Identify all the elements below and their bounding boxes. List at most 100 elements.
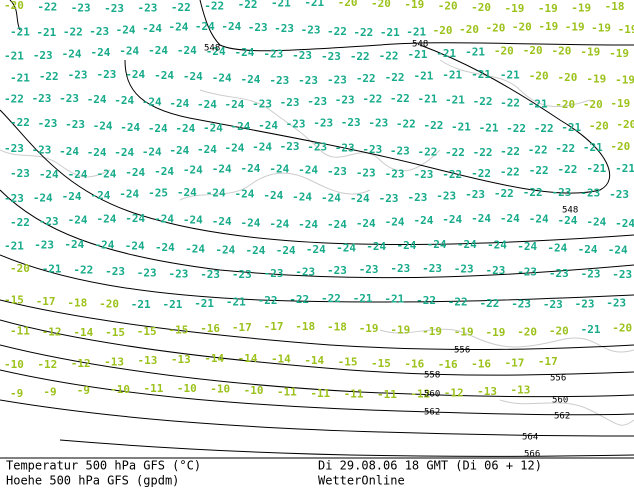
temperature-label: -23 [580,187,600,200]
temperature-label: -22 [350,50,370,63]
contour-label: 560 [552,396,568,406]
temperature-label: -24 [62,190,82,203]
temperature-label: -23 [581,268,601,281]
temperature-label: -23 [606,296,626,309]
temperature-label: -20 [555,98,575,111]
temperature-label: -22 [480,297,500,310]
temperature-label: -23 [301,24,321,37]
contour-label: 562 [424,408,440,418]
temperature-label: -24 [93,120,113,133]
temperature-label: -12 [37,358,57,371]
temperature-label: -24 [212,72,232,85]
temperature-label: -23 [137,266,157,279]
temperature-label: -22 [473,95,493,108]
temperature-label: -24 [64,238,84,251]
temperature-label: -22 [523,186,543,199]
temperature-label: -20 [438,0,458,13]
temperature-label: -23 [327,264,347,277]
temperature-label: -22 [506,122,526,135]
temperature-label: -23 [89,25,109,38]
temperature-label: -21 [380,26,400,39]
temperature-label: -17 [538,355,558,368]
temperature-label: -23 [274,22,294,35]
contour-label: 548 [204,44,220,54]
temperature-label: -24 [269,217,289,230]
temperature-label: -24 [142,96,162,109]
temperature-label: -24 [148,122,168,135]
temperature-label: -23 [292,49,312,62]
temperature-label: -22 [327,25,347,38]
temperature-label: -21 [4,239,24,252]
temperature-label: -24 [413,214,433,227]
temperature-label: -13 [477,385,497,398]
temperature-label: -23 [10,167,30,180]
temperature-label: -14 [73,326,93,339]
temperature-label: -17 [232,321,252,334]
temperature-label: -21 [442,68,462,81]
temperature-label: -22 [171,1,191,14]
temperature-label: -23 [575,298,595,311]
temperature-label: -24 [154,165,174,178]
temperature-label: -24 [235,46,255,59]
temperature-label: -23 [96,68,116,81]
temperature-label: -24 [96,212,116,225]
temperature-label: -24 [608,244,628,257]
temperature-label: -24 [116,23,136,36]
temperature-label: -22 [289,293,309,306]
contour-labels: 548 548 548 556 558 556 560 560 562 562 564 566 [204,40,578,460]
temperature-label: -16 [471,358,491,371]
temperature-label: -23 [454,263,474,276]
temperature-label: -14 [238,352,258,365]
temperature-label: -24 [221,20,241,33]
temperature-label: -23 [104,2,124,15]
temperature-label: -24 [350,192,370,205]
contour-label: 562 [554,412,570,422]
temperature-label: -23 [543,298,563,311]
temperature-label: -20 [583,98,603,111]
temperature-label: -24 [169,144,189,157]
temperature-label: -24 [396,239,416,252]
temperature-labels: -20 -22 -23 -23 -23 -22 -22 -22 -21 -21 -20 -20 -19-… [4,0,634,401]
temperature-label: -21 [36,26,56,39]
temperature-label: -24 [59,145,79,158]
temperature-label: -19 [404,0,424,11]
temperature-label: -22 [37,0,57,13]
temperature-label: -24 [487,239,507,252]
temperature-label: -22 [500,145,520,158]
temperature-label: -20 [10,262,30,275]
contour-label: 564 [522,433,538,443]
temperature-label: -24 [578,243,598,256]
temperature-label: -24 [212,215,232,228]
temperature-label: -23 [511,298,531,311]
map-area [0,0,634,458]
temperature-label: -19 [615,73,634,86]
temperature-label: -20 [486,21,506,34]
temperature-label: -23 [327,73,347,86]
temperature-label: -22 [63,26,83,39]
temperature-label: -24 [68,168,88,181]
temperature-label: -24 [558,214,578,227]
temperature-label: -24 [206,186,226,199]
temperature-label: -12 [410,388,430,401]
temperature-label: -23 [359,263,379,276]
contour-label: 558 [424,371,440,381]
temperature-label: -22 [10,116,30,129]
temperature-label: -23 [280,140,300,153]
temperature-label: -22 [321,292,341,305]
temperature-label: -9 [43,386,56,399]
temperature-label: -21 [615,162,634,175]
contours [0,0,634,457]
temperature-label: -23 [313,116,333,129]
temperature-label: -23 [298,74,318,87]
temperature-label: -24 [292,190,312,203]
temperature-label: -22 [417,145,437,158]
temperature-label: -20 [4,0,24,12]
temperature-label: -20 [494,44,514,57]
temperature-label: -21 [465,45,485,58]
temperature-label: -15 [338,355,358,368]
temperature-label: -22 [494,187,514,200]
temperature-label: -17 [36,295,56,308]
contour-label: 566 [524,450,540,460]
temperature-label: -24 [177,44,197,57]
